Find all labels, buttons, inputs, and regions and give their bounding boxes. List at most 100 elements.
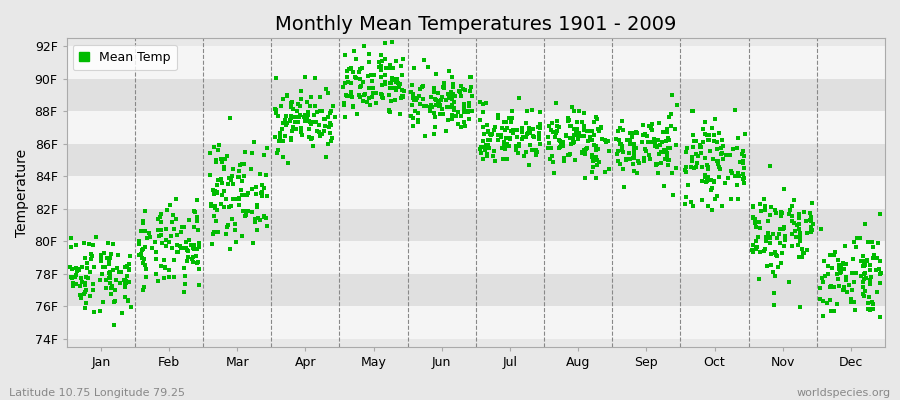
Point	[153, 213, 167, 220]
Point	[117, 264, 131, 271]
Point	[654, 148, 669, 155]
Point	[662, 137, 676, 143]
Point	[445, 102, 459, 108]
Point	[736, 158, 751, 164]
Point	[731, 170, 745, 176]
Point	[444, 89, 458, 96]
Point	[185, 253, 200, 260]
Point	[80, 265, 94, 271]
Point	[346, 69, 360, 75]
Point	[344, 89, 358, 95]
Point	[420, 64, 435, 70]
Point	[695, 178, 709, 184]
Point	[290, 108, 304, 115]
Point	[533, 141, 547, 148]
Point	[338, 80, 352, 86]
Point	[206, 228, 220, 235]
Point	[457, 108, 472, 115]
Point	[714, 151, 728, 157]
Point	[192, 240, 206, 246]
Point	[509, 127, 524, 134]
Point	[165, 219, 179, 226]
Point	[312, 122, 327, 129]
Point	[77, 255, 92, 261]
Point	[177, 224, 192, 231]
Point	[150, 216, 165, 222]
Point	[706, 131, 721, 138]
Point	[174, 229, 188, 235]
Point	[815, 298, 830, 304]
Point	[148, 256, 163, 262]
Point	[268, 134, 283, 140]
Point	[209, 156, 223, 163]
Point	[325, 134, 339, 141]
Point	[531, 135, 545, 142]
Point	[308, 102, 322, 109]
Point	[624, 130, 638, 136]
Point	[827, 284, 842, 290]
Title: Monthly Mean Temperatures 1901 - 2009: Monthly Mean Temperatures 1901 - 2009	[275, 15, 677, 34]
Point	[158, 265, 173, 272]
Point	[823, 284, 837, 291]
Point	[345, 94, 359, 100]
Point	[285, 114, 300, 120]
Point	[641, 139, 655, 145]
Point	[652, 120, 667, 126]
Point	[179, 238, 194, 245]
Point	[173, 243, 187, 249]
Point	[861, 239, 876, 246]
Point	[364, 72, 378, 78]
Point	[453, 88, 467, 95]
Point	[179, 244, 194, 251]
Point	[472, 99, 487, 105]
Point	[533, 124, 547, 131]
Point	[663, 145, 678, 152]
Point	[504, 119, 518, 125]
Point	[834, 267, 849, 274]
Point	[238, 208, 252, 214]
Point	[767, 302, 781, 308]
Point	[871, 239, 886, 246]
Point	[750, 244, 764, 251]
Point	[297, 74, 311, 80]
Point	[226, 181, 240, 188]
Point	[589, 114, 603, 120]
Point	[451, 108, 465, 115]
Point	[823, 297, 837, 304]
Point	[561, 114, 575, 121]
Point	[836, 287, 850, 293]
Point	[610, 158, 625, 164]
Point	[228, 226, 242, 233]
Point	[824, 283, 839, 290]
Point	[353, 76, 367, 82]
Point	[148, 239, 163, 245]
Point	[417, 103, 431, 109]
Point	[407, 65, 421, 71]
Point	[557, 158, 572, 164]
Point	[541, 145, 555, 151]
Point	[435, 94, 449, 101]
Point	[846, 299, 860, 305]
Point	[375, 95, 390, 101]
Point	[482, 131, 497, 137]
Point	[710, 158, 724, 164]
Point	[224, 216, 238, 222]
Point	[775, 250, 789, 256]
Point	[836, 287, 850, 293]
Point	[793, 234, 807, 240]
Point	[526, 126, 540, 132]
Point	[378, 72, 392, 78]
Point	[866, 254, 880, 261]
Point	[221, 204, 236, 210]
Point	[788, 228, 802, 234]
Point	[619, 156, 634, 162]
Point	[711, 157, 725, 164]
Point	[184, 242, 198, 248]
Point	[122, 253, 137, 259]
Point	[439, 97, 454, 104]
Point	[367, 72, 382, 78]
Point	[576, 133, 590, 140]
Point	[412, 86, 427, 92]
Point	[757, 195, 771, 202]
Point	[833, 263, 848, 270]
